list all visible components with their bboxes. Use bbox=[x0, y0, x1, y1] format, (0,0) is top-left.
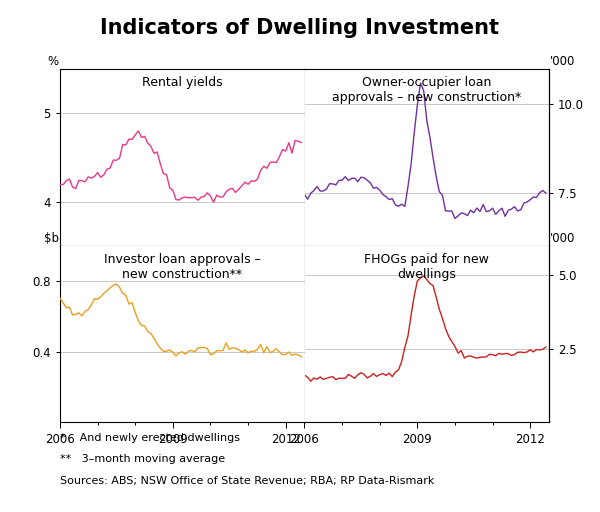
Text: Owner-occupier loan
approvals – new construction*: Owner-occupier loan approvals – new cons… bbox=[332, 76, 521, 104]
Text: '000: '000 bbox=[550, 232, 575, 245]
Text: Sources: ABS; NSW Office of State Revenue; RBA; RP Data-Rismark: Sources: ABS; NSW Office of State Revenu… bbox=[60, 476, 434, 486]
Text: FHOGs paid for new
dwellings: FHOGs paid for new dwellings bbox=[364, 253, 489, 281]
Text: Rental yields: Rental yields bbox=[142, 76, 223, 89]
Text: **   3–month moving average: ** 3–month moving average bbox=[60, 454, 225, 464]
Text: *    And newly erected dwellings: * And newly erected dwellings bbox=[60, 433, 240, 443]
Text: Indicators of Dwelling Investment: Indicators of Dwelling Investment bbox=[101, 18, 499, 38]
Text: $b: $b bbox=[44, 232, 59, 245]
Text: %: % bbox=[47, 55, 59, 68]
Text: '000: '000 bbox=[550, 55, 575, 68]
Text: Investor loan approvals –
new construction**: Investor loan approvals – new constructi… bbox=[104, 253, 260, 281]
